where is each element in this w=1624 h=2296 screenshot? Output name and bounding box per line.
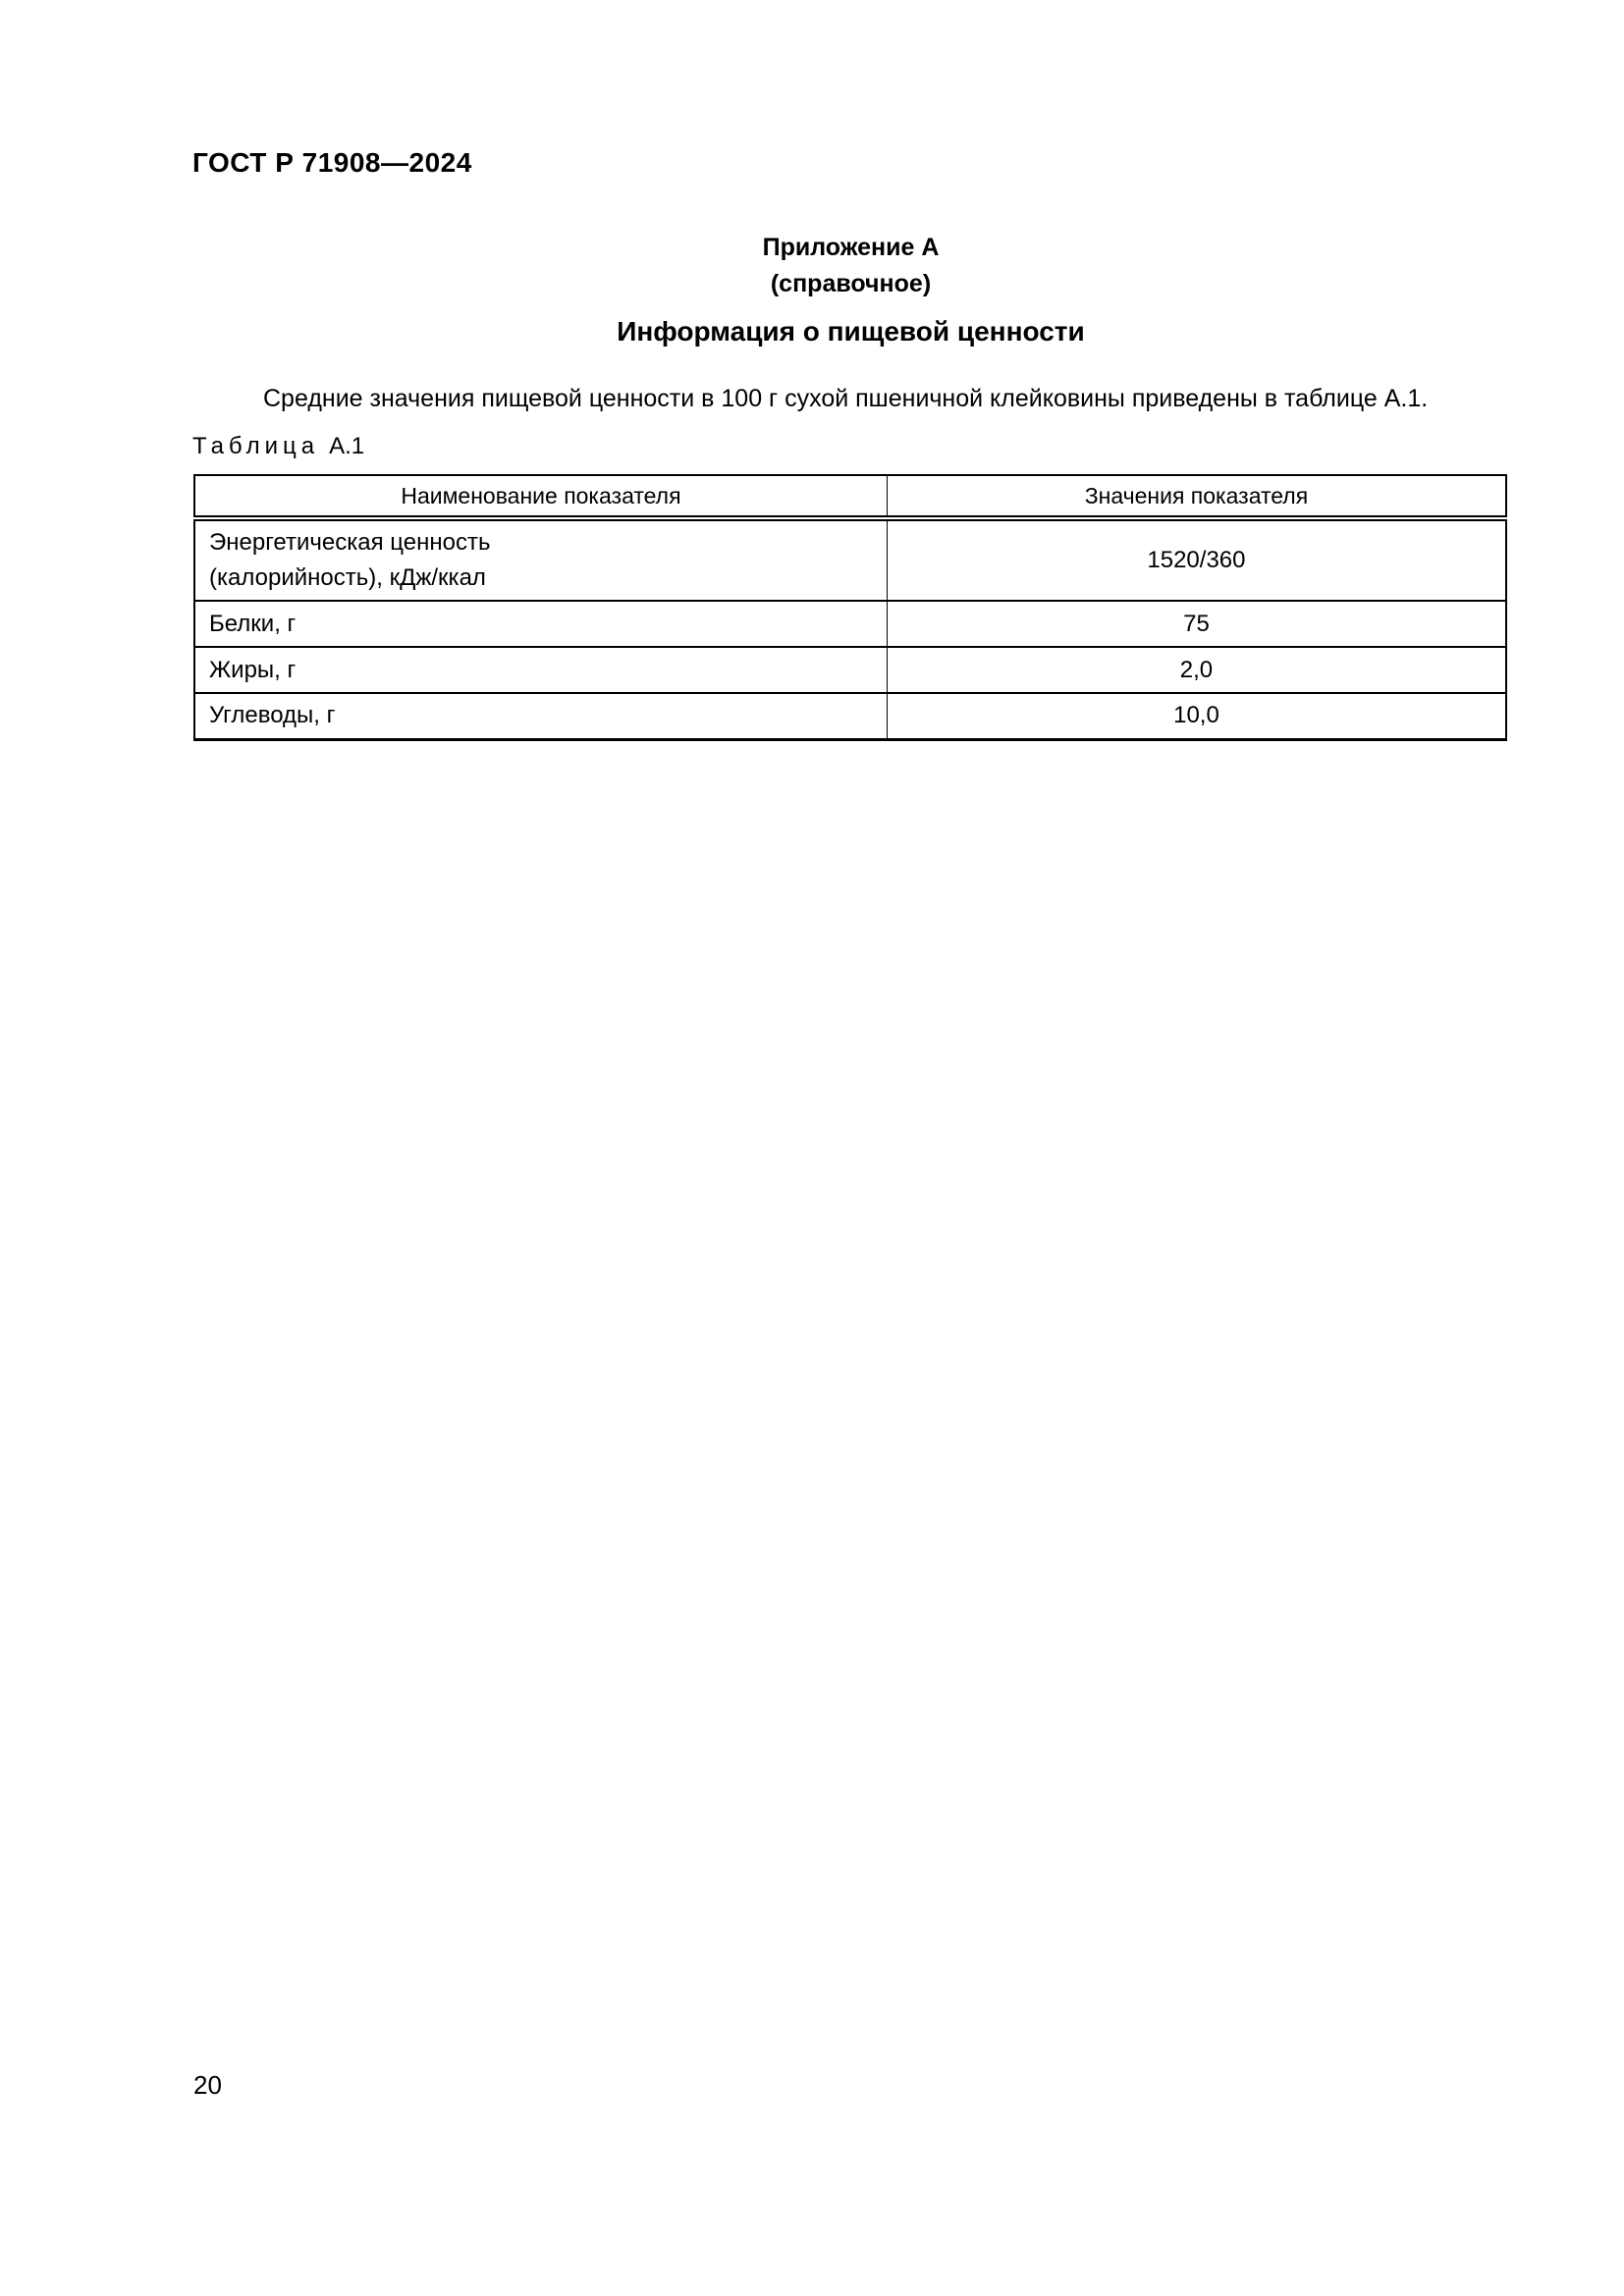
appendix-title: Приложение А: [762, 234, 940, 261]
table-header-row: Наименование показателя Значения показат…: [194, 475, 1506, 521]
table-row: Жиры, г 2,0: [194, 646, 1506, 693]
row-value-cell: 1520/360: [886, 517, 1506, 601]
table-row: Углеводы, г 10,0: [194, 692, 1506, 739]
table-row: Белки, г 75: [194, 600, 1506, 647]
appendix-subtitle: (справочное): [770, 270, 932, 297]
appendix-title-block: Приложение А (справочное): [194, 230, 1507, 302]
column-header-name: Наименование показателя: [194, 475, 888, 521]
row-value-cell: 10,0: [886, 692, 1506, 739]
row-name-cell: Белки, г: [194, 600, 888, 647]
row-value-cell: 75: [886, 600, 1506, 647]
table-caption: Таблица А.1: [192, 433, 364, 460]
section-heading: Информация о пищевой ценности: [617, 316, 1085, 347]
row-name-cell: Жиры, г: [194, 646, 888, 693]
intro-paragraph: Средние значения пищевой ценности в 100 …: [263, 385, 1429, 412]
column-header-value: Значения показателя: [886, 475, 1506, 521]
row-name-cell: Углеводы, г: [194, 692, 888, 739]
doc-code: ГОСТ Р 71908—2024: [192, 147, 472, 178]
row-value-cell: 2,0: [886, 646, 1506, 693]
page-number: 20: [193, 2070, 222, 2100]
table-row: Энергетическая ценность (калорийность), …: [194, 517, 1506, 601]
nutrition-table: Наименование показателя Значения показат…: [193, 474, 1507, 741]
row-name-cell: Энергетическая ценность (калорийность), …: [194, 517, 888, 601]
table-caption-word: Таблица: [192, 433, 320, 459]
table-caption-number: А.1: [329, 433, 365, 459]
